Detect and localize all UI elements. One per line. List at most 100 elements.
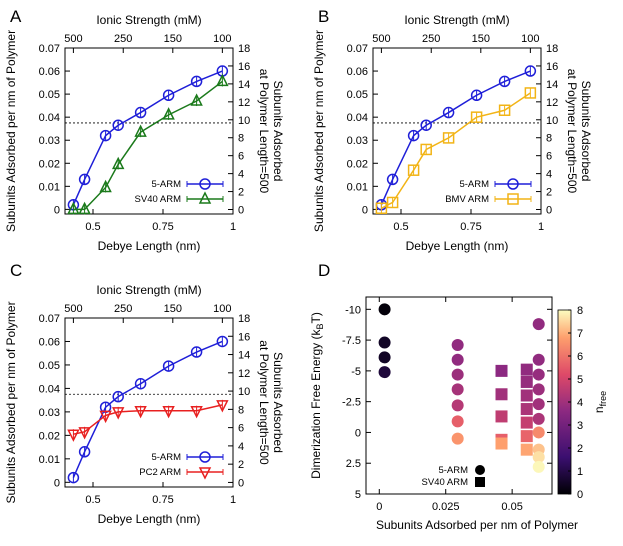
- data-point-0: [112, 390, 124, 403]
- x2-axis-label: Ionic Strength (mM): [96, 283, 201, 297]
- data-point-1: [520, 389, 533, 402]
- data-point-1: [495, 364, 508, 377]
- y2-axis-label-line1: Subunits Adsorbed: [271, 81, 285, 182]
- data-point-0: [67, 471, 80, 484]
- data-point-0: [134, 106, 147, 119]
- y2-tick-label: 4: [546, 169, 552, 181]
- legend-marker-0: [199, 178, 211, 190]
- legend-marker-1: [507, 193, 519, 205]
- panel-label-b: B: [318, 7, 329, 26]
- y-tick-label: 2.5: [346, 458, 361, 470]
- y-tick-label: 0.05: [39, 89, 60, 101]
- legend-marker-1: [198, 467, 212, 480]
- y-tick-label: 0.06: [39, 66, 60, 78]
- chart-panel-d: -10 -7.5 -5 -2.5 0 2.5 5 0 0.025 0.05 Subunits Ads…: [309, 296, 608, 532]
- y2-tick-label: 18: [238, 313, 250, 325]
- colorbar-label: nfree: [592, 391, 608, 413]
- y-tick-label: 0.06: [347, 66, 368, 78]
- x-axis-label: Debye Length (nm): [406, 239, 509, 253]
- legend-label-1: SV40 ARM: [135, 194, 182, 205]
- data-point-0: [532, 318, 545, 331]
- legend-marker-1: [475, 477, 485, 487]
- x2-tick-label: 150: [472, 33, 490, 45]
- data-point-0: [190, 75, 203, 88]
- colorbar-tick-label: 7: [577, 328, 583, 340]
- chart-panel-a: 0 0.01 0.02 0.03 0.04 0.05 0.06 0.07 0 2 4 6 8 10 12 14…: [4, 13, 285, 253]
- y2-axis-label-line1: Subunits Adsorbed: [271, 352, 285, 453]
- y2-axis-label-line2: at Polymer Length=500: [257, 340, 271, 465]
- y-axis-label: Subunits Adsorbed per nm of Polymer: [4, 30, 18, 232]
- data-point-1: [67, 429, 80, 442]
- data-point-1: [134, 124, 147, 137]
- colorbar-tick-label: 1: [577, 466, 583, 478]
- y-tick-label: 0.03: [39, 407, 60, 419]
- data-point-0: [532, 368, 545, 381]
- y2-tick-label: 14: [238, 79, 250, 91]
- y-tick-label: 0.01: [39, 181, 60, 193]
- x2-tick-label: 150: [164, 33, 182, 45]
- y-tick-label: -10: [345, 304, 361, 316]
- y-tick-label: 0: [54, 204, 60, 216]
- y-axis-label: Subunits Adsorbed per nm of Polymer: [4, 301, 18, 503]
- data-point-0: [451, 339, 464, 352]
- y2-tick-label: 8: [238, 404, 244, 416]
- x-axis-label: Subunits Adsorbed per nm of Polymer: [376, 518, 578, 532]
- x-tick-label: 0.5: [85, 494, 100, 506]
- x-tick-label: 0.75: [460, 221, 481, 233]
- y2-tick-label: 2: [238, 187, 244, 199]
- legend-marker-1: [198, 191, 212, 204]
- y2-tick-label: 16: [238, 331, 250, 343]
- y2-tick-label: 0: [238, 477, 244, 489]
- y2-tick-label: 4: [238, 169, 244, 181]
- y-tick-label: 0.05: [39, 360, 60, 372]
- panel-label-c: C: [10, 261, 22, 280]
- data-point-1: [495, 437, 508, 450]
- data-point-0: [532, 353, 545, 366]
- y2-tick-label: 6: [238, 423, 244, 435]
- y2-tick-label: 10: [238, 386, 250, 398]
- y-tick-label: 0.02: [39, 430, 60, 442]
- x-tick-label: 0.025: [432, 501, 460, 513]
- data-point-1: [420, 143, 432, 156]
- x2-tick-label: 150: [164, 303, 182, 315]
- panel-label-d: D: [318, 261, 330, 280]
- x2-tick-label: 500: [64, 303, 82, 315]
- data-point-0: [498, 75, 511, 88]
- data-point-0: [451, 383, 464, 396]
- data-point-0: [451, 399, 464, 412]
- panel-label-a: A: [10, 7, 22, 26]
- data-point-1: [470, 111, 483, 123]
- y-tick-label: 0: [362, 204, 368, 216]
- data-point-0: [378, 303, 391, 316]
- data-point-1: [134, 405, 147, 419]
- legend-label-0: 5-ARM: [459, 179, 489, 190]
- data-point-0: [532, 398, 545, 411]
- data-point-0: [532, 451, 545, 464]
- data-point-0: [378, 351, 391, 364]
- data-point-1: [67, 201, 80, 215]
- y-tick-label: 0.02: [347, 158, 368, 170]
- x2-tick-label: 250: [114, 33, 132, 45]
- x-tick-label: 0.05: [501, 501, 522, 513]
- y-tick-label: 0.03: [347, 135, 368, 147]
- x2-tick-label: 100: [213, 33, 231, 45]
- data-point-0: [134, 377, 147, 390]
- y2-tick-label: 16: [238, 61, 250, 73]
- data-point-0: [99, 129, 112, 142]
- data-point-0: [78, 446, 91, 458]
- data-point-1: [520, 403, 533, 416]
- data-point-0: [378, 366, 391, 379]
- data-point-1: [498, 104, 511, 116]
- x2-axis-label: Ionic Strength (mM): [404, 13, 509, 27]
- data-point-1: [162, 405, 175, 419]
- data-point-0: [162, 89, 175, 102]
- data-point-1: [375, 202, 388, 214]
- data-point-1: [111, 156, 125, 170]
- data-point-1: [162, 107, 175, 120]
- data-point-1: [99, 179, 112, 193]
- y-tick-label: -2.5: [342, 397, 361, 409]
- y-tick-label: 0: [54, 477, 60, 489]
- y2-tick-label: 10: [238, 115, 250, 127]
- data-point-0: [532, 383, 545, 396]
- legend-label-1: BMV ARM: [445, 194, 489, 205]
